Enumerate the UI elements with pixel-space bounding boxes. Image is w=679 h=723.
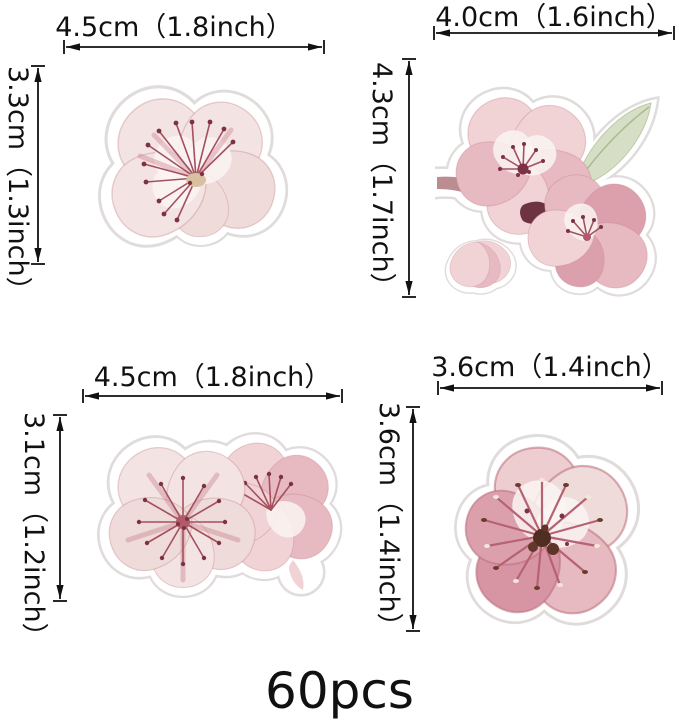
blossom-petals — [458, 442, 645, 632]
vertical-dimension-arrow — [31, 65, 45, 265]
vertical-dimension-arrow — [402, 58, 416, 298]
large-blossom — [451, 84, 604, 239]
blossom-stamens — [141, 119, 236, 223]
left-blossom — [99, 432, 265, 589]
cherry-blossom-sticker-branch — [435, 77, 660, 303]
cherry-blossom-sticker-double — [85, 422, 345, 608]
blossom-petals — [99, 80, 285, 250]
horizontal-dimension-arrow — [437, 381, 663, 395]
horizontal-dimension-arrow — [63, 40, 325, 54]
width-dimension-label: 4.5cm（1.8inch） — [93, 362, 332, 393]
height-dimension-label: 4.3cm（1.7inch） — [366, 62, 397, 300]
height-dimension-label: 3.3cm（1.3inch） — [2, 66, 33, 304]
height-dimension-label: 3.1cm（1.2inch） — [18, 412, 49, 650]
small-blossom — [526, 165, 660, 301]
piece-count-label: 60pcs — [265, 662, 414, 720]
vertical-dimension-arrow — [406, 406, 420, 632]
horizontal-dimension-arrow — [433, 26, 675, 40]
horizontal-dimension-arrow — [82, 389, 343, 403]
height-dimension-label: 3.6cm（1.4inch） — [373, 402, 404, 640]
stem-tail — [289, 560, 304, 590]
cherry-blossom-sticker-single — [56, 72, 320, 268]
width-dimension-label: 4.0cm（1.6inch） — [435, 2, 673, 33]
width-dimension-label: 4.5cm（1.8inch） — [55, 12, 293, 43]
cherry-blossom-sticker-deep-pink — [442, 418, 660, 638]
width-dimension-label: 3.6cm（1.4inch） — [431, 352, 669, 383]
vertical-dimension-arrow — [53, 414, 67, 602]
